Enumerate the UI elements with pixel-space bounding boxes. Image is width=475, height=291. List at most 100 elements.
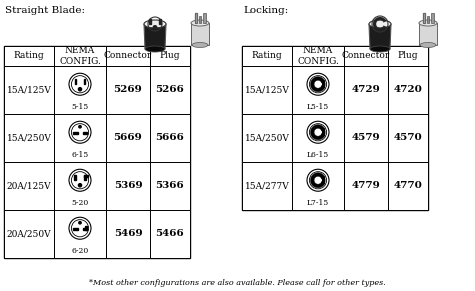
Bar	[149, 19, 151, 24]
Bar	[431, 13, 434, 23]
Circle shape	[78, 88, 82, 91]
Bar	[83, 228, 87, 230]
Bar	[54, 66, 106, 114]
Text: Plug: Plug	[160, 52, 180, 61]
Bar	[54, 114, 106, 162]
Bar	[344, 162, 388, 210]
Text: 5666: 5666	[156, 134, 184, 143]
Bar	[242, 46, 292, 66]
Text: 5-15: 5-15	[71, 103, 89, 111]
Text: 5269: 5269	[114, 86, 142, 95]
Text: 15A/125V: 15A/125V	[7, 86, 51, 95]
Polygon shape	[311, 173, 325, 188]
Bar	[292, 46, 344, 66]
Bar	[242, 46, 428, 210]
Text: Connector: Connector	[342, 52, 390, 61]
Text: 4779: 4779	[352, 182, 380, 191]
Bar	[150, 46, 190, 66]
Text: Connector: Connector	[104, 52, 152, 61]
Circle shape	[69, 169, 91, 191]
Bar	[4, 46, 190, 258]
Polygon shape	[311, 77, 325, 92]
Text: Straight Blade:: Straight Blade:	[5, 6, 85, 15]
Circle shape	[69, 121, 91, 143]
Text: 15A/125V: 15A/125V	[245, 86, 289, 95]
Bar	[242, 114, 292, 162]
Text: 15A/277V: 15A/277V	[245, 182, 289, 191]
Text: 5669: 5669	[114, 134, 142, 143]
Text: 5266: 5266	[156, 86, 184, 95]
Bar	[84, 175, 88, 177]
Text: 4570: 4570	[394, 134, 422, 143]
Bar	[150, 162, 190, 210]
Text: L7-15: L7-15	[307, 199, 329, 207]
Text: 20A/250V: 20A/250V	[7, 230, 51, 239]
Text: *Most other configurations are also available. Please call for other types.: *Most other configurations are also avai…	[89, 279, 385, 287]
Bar	[75, 79, 76, 84]
Bar	[4, 162, 54, 210]
Text: 15A/250V: 15A/250V	[245, 134, 289, 143]
Bar	[85, 226, 87, 230]
Text: 20A/125V: 20A/125V	[7, 182, 51, 191]
Bar	[74, 175, 76, 180]
Bar	[150, 114, 190, 162]
Bar	[427, 16, 429, 23]
Text: 5366: 5366	[156, 182, 184, 191]
Circle shape	[78, 184, 82, 187]
Bar	[54, 162, 106, 210]
Polygon shape	[419, 23, 437, 45]
Polygon shape	[144, 24, 166, 49]
Text: 6-15: 6-15	[71, 151, 89, 159]
Bar	[194, 13, 197, 23]
Text: Plug: Plug	[398, 52, 418, 61]
Bar	[106, 66, 150, 114]
Circle shape	[79, 221, 81, 224]
Bar	[4, 66, 54, 114]
Circle shape	[153, 26, 157, 29]
Bar	[422, 13, 425, 23]
Bar	[388, 162, 428, 210]
Bar	[106, 162, 150, 210]
Bar	[4, 210, 54, 258]
Bar	[388, 114, 428, 162]
Text: 4579: 4579	[352, 134, 380, 143]
Bar	[150, 210, 190, 258]
Text: NEMA
CONFIG.: NEMA CONFIG.	[297, 46, 339, 66]
Bar	[73, 132, 77, 134]
Bar	[388, 66, 428, 114]
Circle shape	[69, 73, 91, 95]
Text: 4729: 4729	[352, 86, 380, 95]
Ellipse shape	[370, 46, 390, 52]
Circle shape	[79, 125, 81, 128]
Bar	[242, 162, 292, 210]
Bar	[83, 132, 87, 134]
Polygon shape	[373, 17, 386, 31]
Text: 5466: 5466	[156, 230, 184, 239]
Text: 5-20: 5-20	[71, 199, 89, 207]
Circle shape	[307, 73, 329, 95]
Polygon shape	[369, 24, 391, 49]
Text: 4720: 4720	[394, 86, 422, 95]
Ellipse shape	[369, 20, 391, 28]
Text: Locking:: Locking:	[243, 6, 288, 15]
Bar	[106, 114, 150, 162]
Text: 4770: 4770	[394, 182, 422, 191]
Bar	[73, 228, 77, 230]
Bar	[106, 210, 150, 258]
Bar	[292, 114, 344, 162]
Bar	[194, 13, 197, 23]
Bar	[150, 66, 190, 114]
Ellipse shape	[145, 46, 165, 52]
Ellipse shape	[191, 20, 209, 26]
Text: L6-15: L6-15	[307, 151, 329, 159]
Text: NEMA
CONFIG.: NEMA CONFIG.	[59, 46, 101, 66]
Circle shape	[69, 217, 91, 239]
Ellipse shape	[420, 42, 436, 47]
Bar	[84, 175, 86, 180]
Circle shape	[307, 121, 329, 143]
Bar	[203, 13, 206, 23]
Bar	[84, 79, 86, 84]
Text: L5-15: L5-15	[307, 103, 329, 111]
Text: 5469: 5469	[114, 230, 142, 239]
Bar	[292, 66, 344, 114]
